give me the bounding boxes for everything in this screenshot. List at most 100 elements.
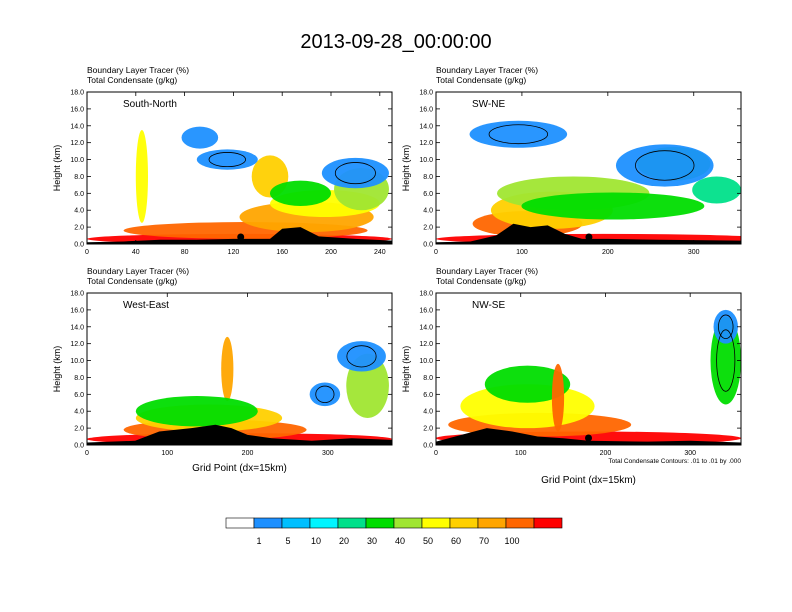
y-tick-label: 18.0 [419,90,433,97]
tracer-plume-11 [321,157,389,189]
panel-label: South-North [123,99,177,110]
y-tick-label: 0.0 [74,443,84,450]
condensate-contour-1 [488,124,549,145]
location-marker [585,233,593,241]
y-tick-label: 16.0 [419,307,433,314]
condensate-contour-1 [716,329,736,392]
y-tick-label: 2.0 [423,225,433,232]
tracer-plume-7 [713,309,738,344]
x-tick-label: 200 [325,249,337,256]
chart-panel-2: 0.0 2.0 4.0 6.0 8.0 10.0 12.0 14.0 16.0 18.0 0 100 2… [401,65,742,256]
y-tick-label: 2.0 [74,426,84,433]
chart-panel-3: 0.0 2.0 4.0 6.0 8.0 10.0 12.0 14.0 16.0 18.0 0 100 2… [52,266,393,474]
x-tick-label: 200 [242,450,254,457]
terrain [436,223,741,244]
x-tick-label: 300 [688,249,700,256]
x-tick-label: 240 [374,249,386,256]
y-tick-label: 0.0 [423,242,433,249]
panel-title-tracer: Boundary Layer Tracer (%) [436,266,538,276]
colorbar-label: 100 [504,536,519,546]
colorbar-swatch [449,517,479,529]
tracer-plume-9 [181,126,219,149]
tracer-plume-7 [692,176,741,204]
y-tick-label: 12.0 [70,140,84,147]
panel-label: NW-SE [472,300,505,311]
x-axis-label: Grid Point (dx=15km) [541,475,636,486]
x-tick-label: 40 [132,249,140,256]
y-tick-label: 16.0 [70,307,84,314]
y-tick-label: 16.0 [419,106,433,113]
condensate-contour-1 [315,385,335,404]
location-marker [240,434,248,442]
colorbar-swatch [477,517,507,529]
y-axis-label: Height (km) [52,346,62,393]
x-tick-label: 0 [85,249,89,256]
x-tick-label: 200 [602,249,614,256]
y-tick-label: 4.0 [74,409,84,416]
colorbar-label: 20 [339,536,349,546]
x-tick-label: 300 [322,450,334,457]
colorbar-swatch [253,517,283,529]
y-tick-label: 12.0 [419,341,433,348]
y-tick-label: 6.0 [423,191,433,198]
colorbar-swatch [309,517,339,529]
y-tick-label: 14.0 [419,324,433,331]
panel-label: SW-NE [472,99,505,110]
colorbar-swatch [337,517,367,529]
condensate-contour-1 [208,152,246,168]
y-tick-label: 6.0 [74,191,84,198]
plot-frame [435,292,742,446]
panel-title-condensate: Total Condensate (g/kg) [87,276,177,286]
tracer-plume-4 [221,336,234,402]
colorbar-label: 50 [423,536,433,546]
y-tick-label: 10.0 [70,157,84,164]
plot-frame [86,292,393,446]
condensate-contour-2 [718,314,734,339]
y-tick-label: 10.0 [419,157,433,164]
y-tick-label: 2.0 [74,225,84,232]
colorbar-label: 10 [311,536,321,546]
colorbar-label: 30 [367,536,377,546]
y-axis-label: Height (km) [52,145,62,192]
condensate-contour-2 [334,162,376,185]
y-tick-label: 0.0 [423,443,433,450]
y-tick-label: 0.0 [74,242,84,249]
y-tick-label: 4.0 [423,208,433,215]
tracer-plume-10 [196,149,258,170]
y-tick-label: 6.0 [423,392,433,399]
terrain [436,428,741,445]
y-tick-label: 4.0 [423,409,433,416]
chart-panel-1: 0.0 2.0 4.0 6.0 8.0 10.0 12.0 14.0 16.0 18.0 0 40 80… [52,65,393,256]
tracer-plume-4 [484,365,571,403]
tracer-plume-8 [270,180,331,206]
colorbar-label: 5 [285,536,290,546]
plot-frame [86,91,393,245]
panel-title-tracer: Boundary Layer Tracer (%) [87,266,189,276]
x-tick-label: 0 [434,450,438,457]
y-tick-label: 10.0 [70,358,84,365]
page-title: 2013-09-28_00:00:00 [300,31,492,53]
colorbar-swatch [225,517,255,529]
y-tick-label: 12.0 [419,140,433,147]
colorbar-swatch [421,517,451,529]
y-tick-label: 4.0 [74,208,84,215]
tracer-plume-5 [135,396,258,427]
x-tick-label: 100 [161,450,173,457]
y-tick-label: 18.0 [419,291,433,298]
y-tick-label: 12.0 [70,341,84,348]
plot-area [87,293,392,445]
panel-title-condensate: Total Condensate (g/kg) [436,276,526,286]
plot-area [436,293,741,445]
y-tick-label: 18.0 [70,90,84,97]
condensate-contour-2 [635,150,695,181]
y-tick-label: 14.0 [70,123,84,130]
y-tick-label: 8.0 [74,174,84,181]
condensate-contour-2 [346,345,377,368]
y-tick-label: 14.0 [419,123,433,130]
tracer-plume-8 [469,120,568,148]
y-tick-label: 18.0 [70,291,84,298]
panel-title-tracer: Boundary Layer Tracer (%) [87,65,189,75]
x-tick-label: 0 [85,450,89,457]
panel-title-tracer: Boundary Layer Tracer (%) [436,65,538,75]
y-tick-label: 14.0 [70,324,84,331]
